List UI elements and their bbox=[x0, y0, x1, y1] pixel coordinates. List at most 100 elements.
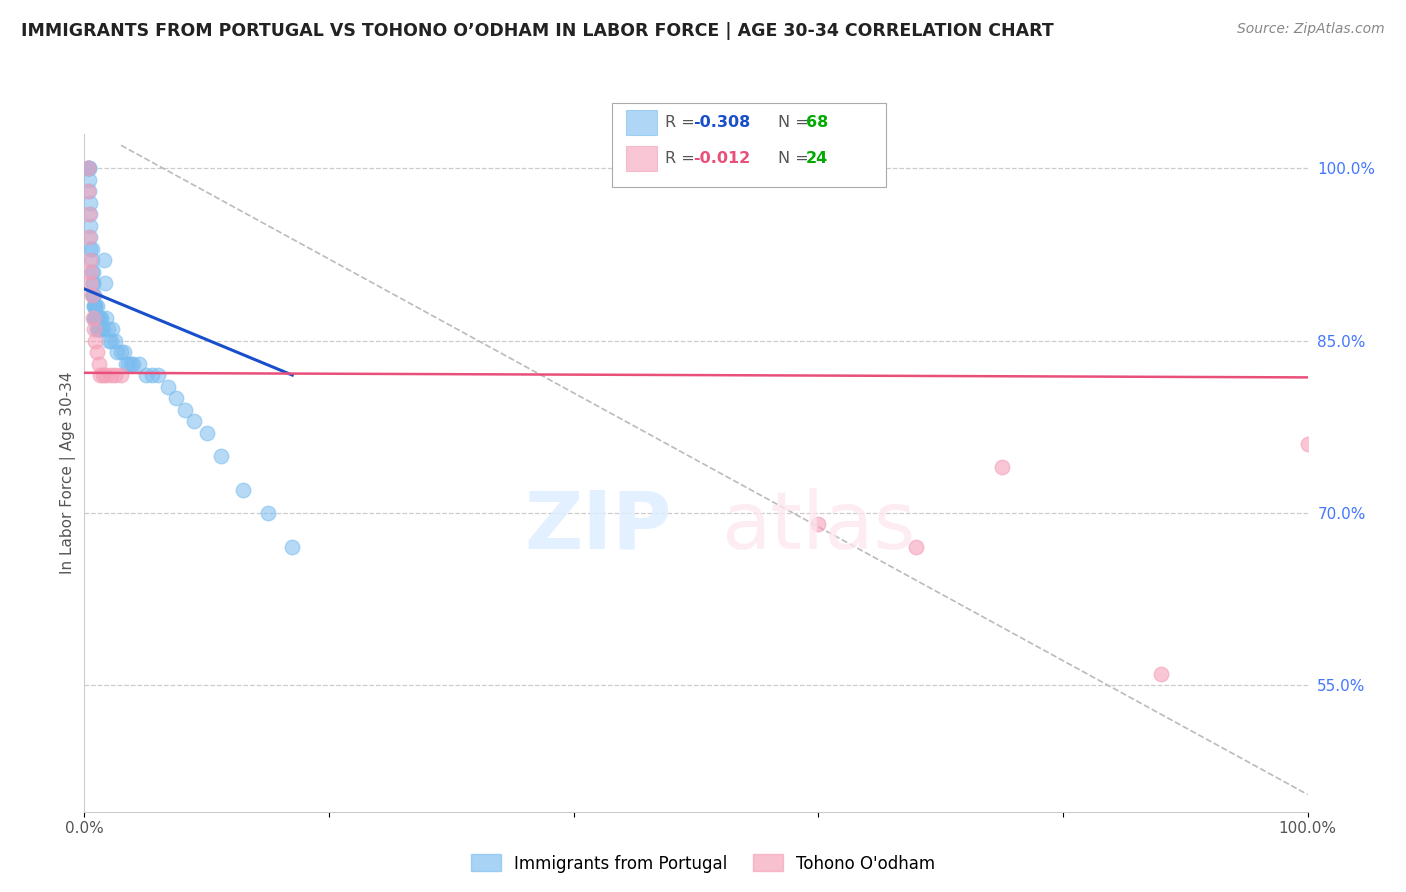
Point bbox=[79, 265, 101, 279]
Legend: Immigrants from Portugal, Tohono O'odham: Immigrants from Portugal, Tohono O'odham bbox=[464, 847, 942, 880]
Point bbox=[83, 299, 105, 313]
Point bbox=[117, 357, 139, 371]
Point bbox=[173, 402, 195, 417]
Point bbox=[94, 276, 117, 290]
Point bbox=[1150, 666, 1173, 681]
Point bbox=[84, 310, 107, 325]
Point bbox=[87, 310, 110, 325]
Point bbox=[77, 184, 100, 198]
Point bbox=[183, 414, 205, 428]
Point bbox=[89, 368, 111, 383]
Point bbox=[84, 310, 107, 325]
Point bbox=[146, 368, 169, 383]
Point bbox=[82, 276, 104, 290]
Point bbox=[77, 230, 100, 244]
Text: 24: 24 bbox=[806, 152, 828, 166]
Point bbox=[82, 265, 104, 279]
Text: atlas: atlas bbox=[721, 488, 915, 566]
Text: -0.012: -0.012 bbox=[693, 152, 751, 166]
Point bbox=[87, 310, 110, 325]
Point bbox=[104, 368, 127, 383]
Point bbox=[80, 265, 103, 279]
Point bbox=[77, 161, 100, 176]
Point bbox=[86, 345, 108, 359]
Point bbox=[232, 483, 254, 497]
Point bbox=[82, 287, 104, 301]
Point bbox=[82, 287, 104, 301]
Point bbox=[93, 253, 115, 268]
Point bbox=[89, 322, 111, 336]
Point bbox=[128, 357, 150, 371]
Point bbox=[905, 541, 928, 555]
Point bbox=[100, 368, 122, 383]
Point bbox=[91, 322, 114, 336]
Text: N =: N = bbox=[778, 115, 814, 129]
Point bbox=[83, 310, 105, 325]
Point bbox=[83, 299, 105, 313]
Point bbox=[104, 334, 127, 348]
Point bbox=[86, 299, 108, 313]
Point bbox=[96, 310, 118, 325]
Point bbox=[77, 173, 100, 187]
Point bbox=[79, 230, 101, 244]
Point bbox=[101, 322, 124, 336]
Point bbox=[87, 322, 110, 336]
Point bbox=[209, 449, 232, 463]
Point bbox=[77, 161, 100, 176]
Point bbox=[84, 299, 107, 313]
Text: R =: R = bbox=[665, 115, 700, 129]
Point bbox=[91, 368, 114, 383]
Point bbox=[83, 287, 105, 301]
Point bbox=[1296, 437, 1319, 451]
Point bbox=[110, 368, 132, 383]
Point bbox=[97, 334, 120, 348]
Point bbox=[195, 425, 218, 440]
Point bbox=[84, 334, 107, 348]
Text: Source: ZipAtlas.com: Source: ZipAtlas.com bbox=[1237, 22, 1385, 37]
Text: ZIP: ZIP bbox=[524, 488, 672, 566]
Point bbox=[991, 460, 1014, 475]
Point bbox=[82, 276, 104, 290]
Text: R =: R = bbox=[665, 152, 700, 166]
Point bbox=[86, 310, 108, 325]
Point bbox=[84, 299, 107, 313]
Point bbox=[105, 345, 128, 359]
Point bbox=[87, 357, 110, 371]
Point bbox=[90, 322, 112, 336]
Point bbox=[77, 161, 100, 176]
Point bbox=[122, 357, 145, 371]
Point bbox=[90, 310, 112, 325]
Point bbox=[120, 357, 142, 371]
Text: IMMIGRANTS FROM PORTUGAL VS TOHONO O’ODHAM IN LABOR FORCE | AGE 30-34 CORRELATIO: IMMIGRANTS FROM PORTUGAL VS TOHONO O’ODH… bbox=[21, 22, 1054, 40]
Point bbox=[281, 541, 304, 555]
Point bbox=[100, 334, 122, 348]
Point bbox=[87, 322, 110, 336]
Point bbox=[79, 219, 101, 233]
Point bbox=[79, 195, 101, 210]
Point bbox=[79, 253, 101, 268]
Point bbox=[79, 276, 101, 290]
Point bbox=[89, 310, 111, 325]
Point bbox=[82, 310, 104, 325]
Point bbox=[807, 517, 830, 532]
Point bbox=[156, 379, 179, 393]
Point bbox=[96, 368, 118, 383]
Text: -0.308: -0.308 bbox=[693, 115, 751, 129]
Point bbox=[165, 391, 187, 405]
Point bbox=[79, 207, 101, 221]
Point bbox=[115, 357, 138, 371]
Point bbox=[110, 345, 132, 359]
Point bbox=[135, 368, 157, 383]
Point bbox=[83, 322, 105, 336]
Point bbox=[86, 322, 108, 336]
Point bbox=[80, 242, 103, 256]
Point bbox=[79, 242, 101, 256]
Point bbox=[77, 184, 100, 198]
Point bbox=[77, 207, 100, 221]
Point bbox=[80, 253, 103, 268]
Point bbox=[77, 161, 100, 176]
Point bbox=[141, 368, 163, 383]
Text: 68: 68 bbox=[806, 115, 828, 129]
Point bbox=[77, 161, 100, 176]
Point bbox=[97, 322, 120, 336]
